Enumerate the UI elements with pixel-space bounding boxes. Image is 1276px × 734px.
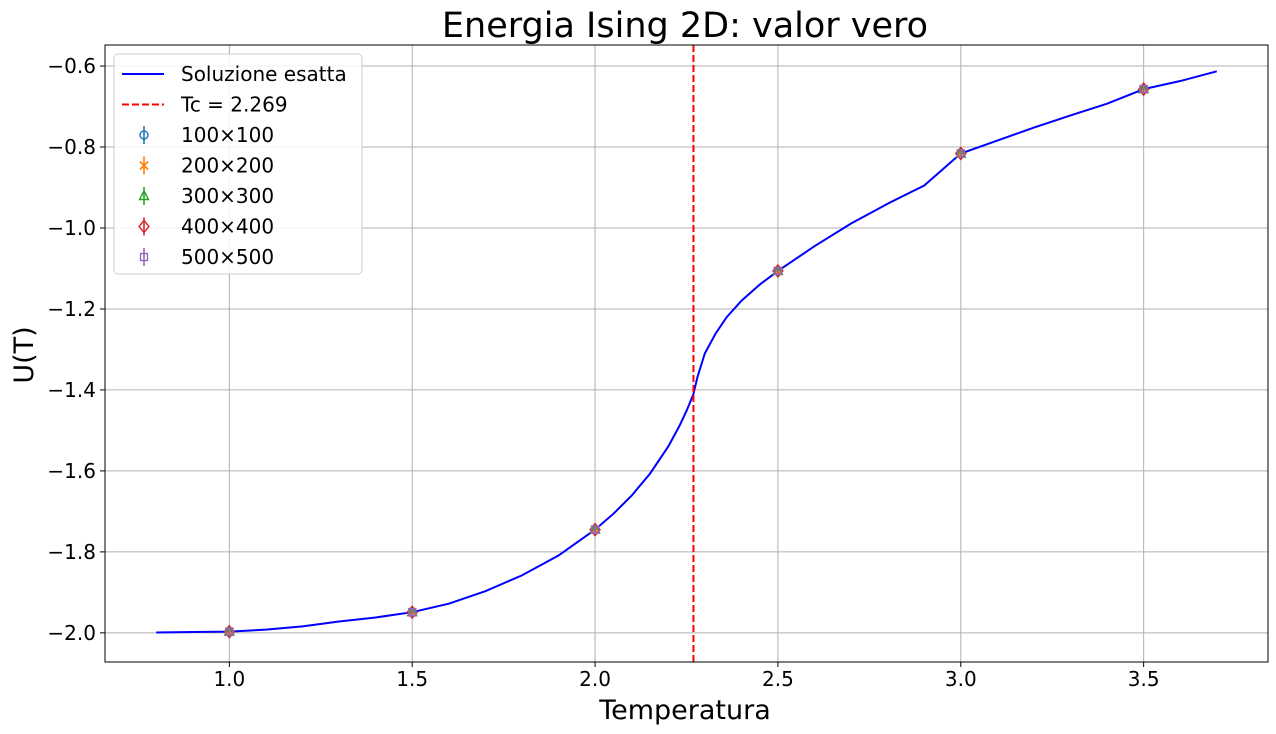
legend-box bbox=[113, 53, 363, 275]
legend-marker-diamond bbox=[138, 219, 150, 234]
data-point-square bbox=[773, 266, 783, 276]
y-tick-label: −1.0 bbox=[47, 216, 96, 240]
x-tick-label: 2.0 bbox=[579, 667, 611, 691]
data-point-square bbox=[408, 608, 417, 617]
legend-marker-square bbox=[139, 252, 149, 262]
y-axis: −2.0 −1.8 −1.6 −1.4 −1.2 −1.0 −0.8 −0.6 bbox=[47, 54, 105, 645]
x-tick-label: 1.0 bbox=[213, 667, 245, 691]
legend-label: 100×100 bbox=[181, 123, 274, 147]
y-tick-label: −1.4 bbox=[47, 378, 96, 402]
axes-frame bbox=[104, 44, 1269, 663]
data-point-square bbox=[590, 525, 600, 534]
legend-label: Soluzione esatta bbox=[181, 62, 347, 86]
legend-label: 200×200 bbox=[181, 154, 274, 178]
legend-marker-triangle bbox=[138, 189, 150, 201]
chart-title: Energia Ising 2D: valor vero bbox=[442, 6, 928, 46]
x-axis: 1.0 1.5 2.0 2.5 3.0 3.5 bbox=[213, 662, 1160, 691]
y-tick-label: −1.8 bbox=[47, 540, 96, 564]
y-tick-label: −0.6 bbox=[47, 54, 96, 78]
y-tick-label: −0.8 bbox=[47, 135, 96, 159]
x-tick-label: 2.5 bbox=[762, 667, 794, 691]
legend-label: 300×300 bbox=[181, 184, 274, 208]
data-point-square bbox=[956, 149, 965, 158]
y-tick-label: −2.0 bbox=[47, 621, 96, 645]
x-tick-label: 3.0 bbox=[945, 667, 977, 691]
y-tick-label: −1.6 bbox=[47, 459, 96, 483]
data-point-square bbox=[1139, 84, 1148, 94]
legend-label: 500×500 bbox=[181, 245, 274, 269]
y-tick-label: −1.2 bbox=[47, 297, 96, 321]
data-point-square bbox=[225, 627, 234, 636]
x-tick-label: 3.5 bbox=[1128, 667, 1160, 691]
legend-marker-x bbox=[139, 160, 149, 171]
legend: Soluzione esatta Tc = 2.269 100×100 200×200… bbox=[113, 53, 363, 275]
y-axis-label: U(T) bbox=[9, 326, 40, 383]
legend-label: Tc = 2.269 bbox=[180, 93, 288, 117]
legend-marker-circle bbox=[139, 130, 149, 140]
x-tick-label: 1.5 bbox=[396, 667, 428, 691]
legend-label: 400×400 bbox=[181, 215, 274, 239]
x-axis-label: Temperatura bbox=[598, 695, 771, 726]
exact-solution-line bbox=[156, 70, 1218, 634]
plot-area bbox=[156, 45, 1218, 662]
